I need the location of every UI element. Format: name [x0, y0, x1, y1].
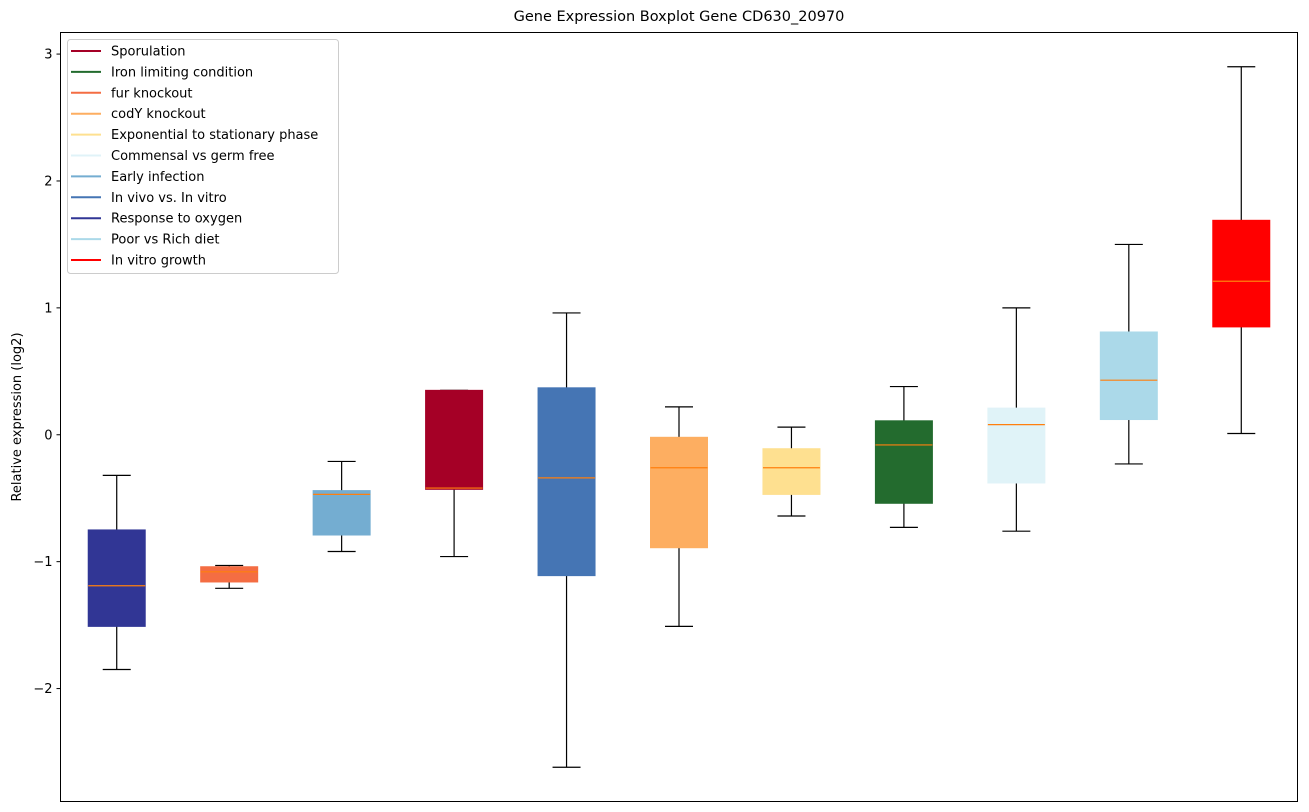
legend-item: Response to oxygen: [71, 212, 242, 227]
chart-title: Gene Expression Boxplot Gene CD630_20970: [514, 9, 845, 25]
y-axis-label: Relative expression (log2): [10, 332, 25, 501]
box-response-to-oxygen: [87, 474, 146, 671]
box-iqr: [762, 448, 821, 495]
box-sporulation: [425, 389, 484, 558]
y-tick-label: −1: [33, 555, 52, 570]
legend-item: fur knockout: [71, 86, 193, 101]
legend: Sporulation Iron limiting condition fur kn…: [67, 39, 339, 274]
y-tick-label: 3: [44, 48, 52, 63]
box-iqr: [874, 420, 933, 504]
y-axis: −2 −1 0 1 2 3: [33, 48, 61, 697]
box-exponential-to-stationary-phase: [762, 426, 821, 517]
box-iqr: [987, 407, 1046, 484]
box-iqr: [200, 566, 259, 583]
box-fur-knockout: [200, 564, 259, 589]
legend-label: Iron limiting condition: [111, 65, 253, 80]
legend-label: Response to oxygen: [111, 212, 242, 227]
legend-item: Exponential to stationary phase: [71, 128, 318, 143]
box-commensal-vs-germ-free: [987, 307, 1046, 532]
y-tick-label: 2: [44, 174, 52, 189]
legend-item: Early infection: [71, 170, 204, 185]
legend-label: Early infection: [111, 170, 204, 185]
box-iqr: [650, 436, 708, 549]
y-tick-label: 1: [44, 301, 52, 316]
y-tick-label: 0: [44, 428, 52, 443]
box-in-vitro-growth: [1212, 66, 1271, 435]
legend-label: Commensal vs germ free: [111, 149, 274, 164]
legend-item: Poor vs Rich diet: [71, 233, 219, 248]
box-in-vivo-vs-in-vitro: [537, 312, 596, 768]
legend-item: In vivo vs. In vitro: [71, 191, 227, 206]
legend-label: fur knockout: [111, 86, 193, 101]
box-iqr: [1099, 331, 1158, 421]
legend-item: Sporulation: [71, 45, 186, 60]
legend-item: codY knockout: [71, 107, 206, 122]
legend-item: Commensal vs germ free: [71, 149, 274, 164]
y-tick-label: −2: [33, 682, 52, 697]
box-iqr: [312, 490, 371, 536]
legend-label: codY knockout: [111, 107, 206, 122]
box-poor-vs-rich-diet: [1099, 243, 1158, 465]
box-iqr: [87, 529, 146, 627]
axes-frame: [60, 32, 1298, 802]
box-early-infection: [312, 460, 371, 553]
box-iqr: [1212, 219, 1271, 328]
boxes-group: [87, 66, 1271, 768]
legend-label: Poor vs Rich diet: [111, 233, 219, 248]
box-iqr: [537, 387, 596, 577]
legend-label: In vivo vs. In vitro: [111, 191, 227, 206]
legend-frame: [67, 39, 339, 274]
legend-label: Sporulation: [111, 45, 186, 60]
box-iron-limiting-condition: [874, 385, 933, 529]
legend-item: In vitro growth: [71, 254, 206, 269]
box-cody-knockout: [650, 406, 708, 627]
legend-item: Iron limiting condition: [71, 65, 253, 80]
legend-label: Exponential to stationary phase: [111, 128, 318, 143]
box-iqr: [425, 389, 484, 490]
legend-label: In vitro growth: [111, 254, 206, 269]
